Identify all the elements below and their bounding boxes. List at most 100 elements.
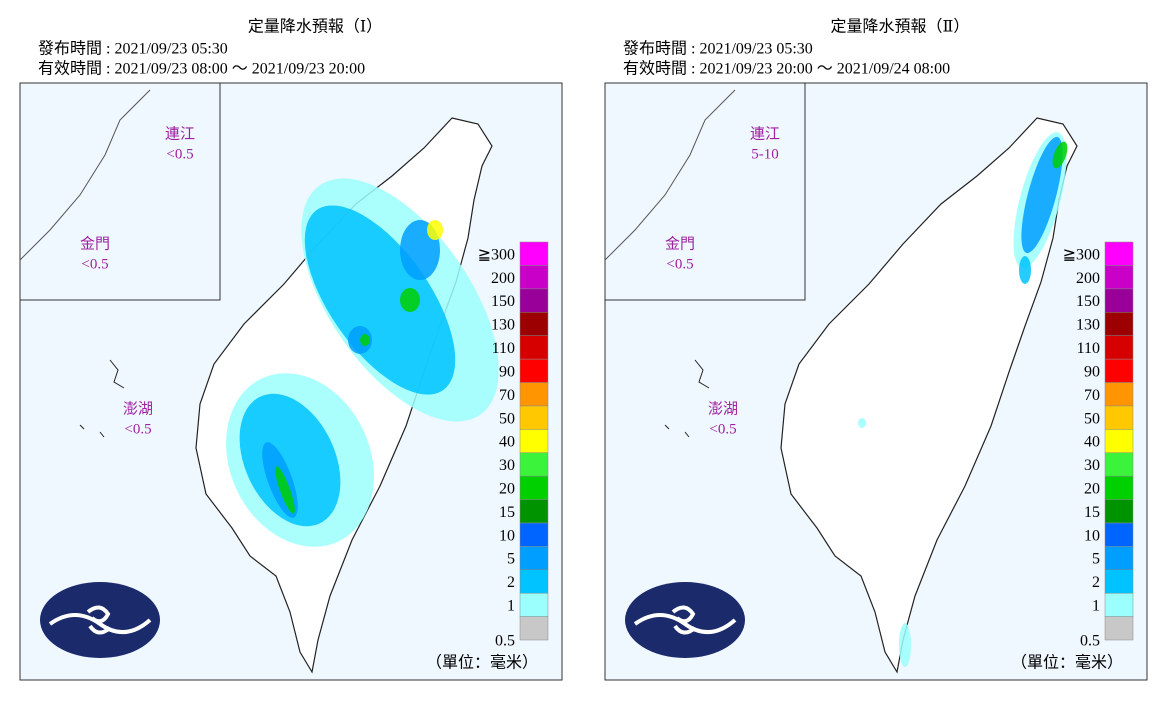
- legend-swatch: [519, 569, 549, 594]
- island-value: <0.5: [81, 256, 108, 272]
- island-name: 連江: [165, 125, 195, 142]
- legend-swatch: [1104, 405, 1134, 430]
- legend-swatch: [1104, 475, 1134, 500]
- legend-swatch: [519, 546, 549, 571]
- legend-label: 150: [1076, 293, 1100, 310]
- legend-swatch: [1104, 335, 1134, 360]
- legend-swatch: [1104, 358, 1134, 383]
- legend-label: 50: [1084, 410, 1100, 427]
- legend-label: 130: [1076, 317, 1100, 334]
- rain-area: [427, 220, 443, 240]
- china-coast: [604, 89, 736, 261]
- rain-area: [1019, 256, 1031, 284]
- legend-swatch: [519, 499, 549, 524]
- panel-title: 定量降水預報（Ⅱ）: [831, 18, 970, 36]
- legend-label: 90: [1084, 363, 1100, 380]
- rain-area: [899, 623, 911, 667]
- legend-label: 40: [499, 434, 515, 451]
- legend-label: 150: [491, 293, 515, 310]
- legend-label: 20: [499, 480, 515, 497]
- legend-label: 30: [1084, 457, 1100, 474]
- island-name: 澎湖: [708, 400, 738, 417]
- legend-swatch: [1104, 616, 1134, 641]
- legend-label: 10: [499, 527, 515, 544]
- legend-swatch: [519, 429, 549, 453]
- inset-frame: [19, 82, 221, 301]
- legend-label: 90: [499, 363, 515, 380]
- legend-swatch: [1104, 382, 1134, 407]
- legend-label: 70: [1084, 387, 1100, 404]
- issue-time: 發布時間 : 2021/09/23 05:30: [623, 40, 813, 58]
- penghu-islands: [79, 359, 125, 438]
- legend-swatch: [519, 382, 549, 407]
- rain-area: [304, 205, 456, 395]
- legend-swatch: [1104, 452, 1134, 477]
- legend-swatch: [519, 452, 549, 477]
- china-coast: [19, 89, 151, 261]
- legend-label: 50: [499, 410, 515, 427]
- rain-area: [400, 288, 420, 312]
- legend-label: ≧300: [1063, 246, 1100, 263]
- legend-swatch: [1104, 546, 1134, 571]
- rain-area: [239, 393, 341, 527]
- legend-swatch: [1104, 241, 1134, 266]
- legend-label: 130: [491, 317, 515, 334]
- map-panel: 定量降水預報（Ⅰ） 發布時間 : 2021/09/23 05:30 有效時間 : 2…: [19, 18, 563, 681]
- legend-label: 1: [1092, 598, 1100, 615]
- rain-area: [858, 418, 866, 428]
- legend-label: ≧300: [478, 246, 515, 263]
- logo-swirl: [633, 605, 737, 635]
- legend-swatch: [1104, 288, 1134, 313]
- valid-time: 有效時間 : 2021/09/23 08:00 ～ 2021/09/23 20:…: [38, 60, 365, 78]
- legend-swatch: [519, 265, 549, 290]
- legend-swatch: [519, 335, 549, 360]
- island-value: <0.5: [666, 256, 693, 272]
- legend-label: 200: [1076, 270, 1100, 287]
- island-value: <0.5: [709, 421, 736, 437]
- legend-swatch: [1104, 265, 1134, 290]
- legend-label: 20: [1084, 480, 1100, 497]
- legend-swatch: [519, 616, 549, 641]
- taiwan-outline: [780, 117, 1078, 674]
- map: [664, 117, 1078, 674]
- legend-label: 15: [499, 504, 515, 521]
- unit-label: （單位：毫米）: [1011, 653, 1123, 672]
- logo-swirl: [48, 605, 152, 635]
- legend-swatch: [519, 288, 549, 313]
- legend-swatch: [1104, 429, 1134, 453]
- penghu-islands: [664, 359, 710, 438]
- island-name: 連江: [750, 125, 780, 142]
- legend-swatch: [519, 405, 549, 430]
- legend-label: 110: [492, 340, 515, 357]
- legend-label: 10: [1084, 527, 1100, 544]
- rain-area: [1052, 141, 1068, 169]
- legend-label: 110: [1077, 340, 1100, 357]
- legend-label: 2: [1092, 574, 1100, 591]
- legend-label: 70: [499, 387, 515, 404]
- rain-area: [360, 334, 370, 346]
- legend-label: 200: [491, 270, 515, 287]
- island-value: 5-10: [751, 146, 779, 162]
- island-value: <0.5: [124, 421, 151, 437]
- legend-swatch: [1104, 499, 1134, 524]
- valid-time: 有效時間 : 2021/09/23 20:00 ～ 2021/09/24 08:…: [623, 60, 950, 78]
- legend-label: 5: [507, 551, 515, 568]
- legend-label: 15: [1084, 504, 1100, 521]
- legend-swatch: [519, 475, 549, 500]
- legend-label: 2: [507, 574, 515, 591]
- legend-swatch: [519, 592, 549, 617]
- map: [79, 117, 499, 674]
- legend-swatch: [1104, 569, 1134, 594]
- unit-label: （單位：毫米）: [426, 653, 538, 672]
- legend-label: 30: [499, 457, 515, 474]
- legend-label: 1: [507, 598, 515, 615]
- map-panel: 定量降水預報（Ⅱ） 發布時間 : 2021/09/23 05:30 有效時間 : 2…: [604, 18, 1148, 681]
- legend-label: 0.5: [1080, 633, 1100, 650]
- island-name: 金門: [665, 235, 695, 252]
- island-name: 澎湖: [123, 400, 153, 417]
- legend-swatch: [1104, 592, 1134, 617]
- legend-label: 0.5: [495, 633, 515, 650]
- legend-swatch: [519, 358, 549, 383]
- legend-swatch: [1104, 522, 1134, 547]
